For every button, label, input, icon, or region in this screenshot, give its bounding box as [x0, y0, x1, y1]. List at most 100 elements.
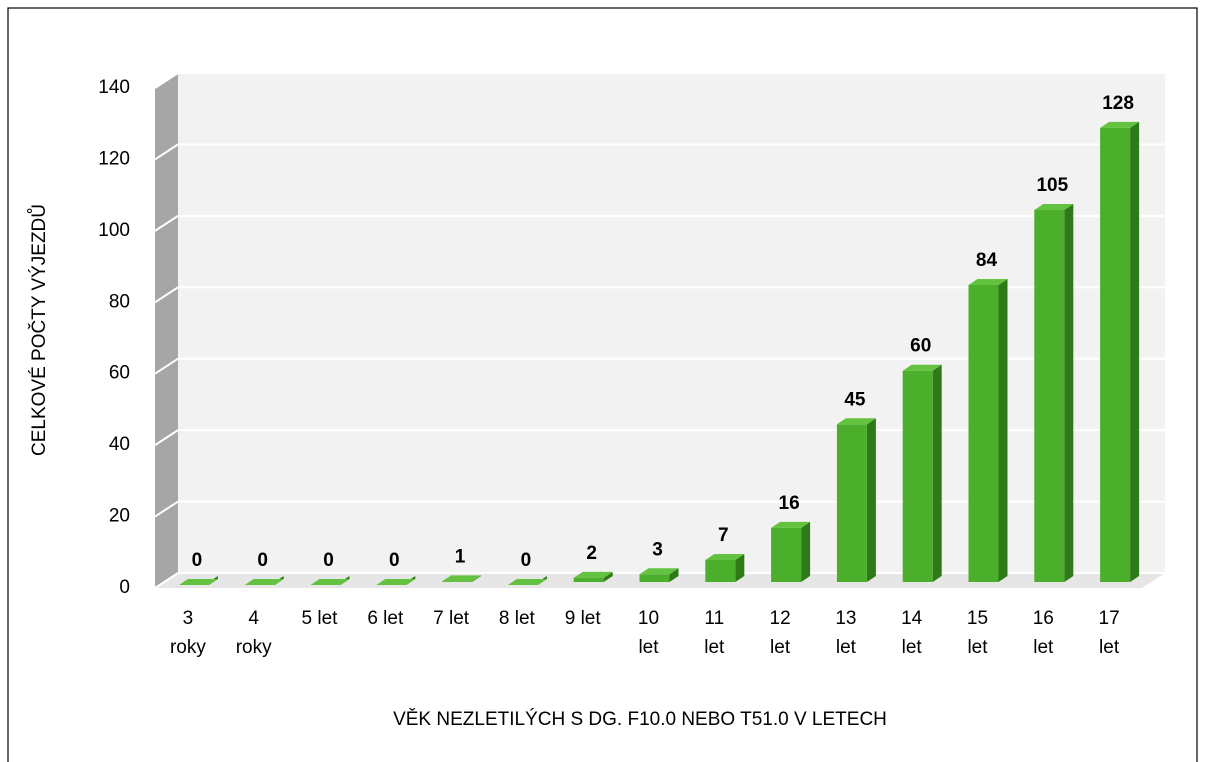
- bar-top: [1034, 204, 1074, 210]
- bar-side: [472, 575, 482, 582]
- value-label: 0: [323, 550, 334, 571]
- grid-line: [154, 357, 1165, 375]
- bar: [178, 576, 218, 585]
- bar-top: [639, 568, 679, 575]
- bar-top: [376, 579, 416, 585]
- y-tick-label: 0: [119, 577, 130, 598]
- value-label: 16: [779, 493, 800, 514]
- y-tick-label: 40: [109, 434, 130, 455]
- bar-side: [669, 568, 679, 582]
- y-tick-label: 100: [98, 220, 130, 241]
- bar-top: [968, 279, 1008, 285]
- back-wall: [178, 73, 1165, 573]
- y-tick-label: 80: [109, 291, 130, 312]
- bar-top: [836, 418, 876, 425]
- grid-line: [154, 572, 1165, 589]
- grid-line: [154, 286, 1165, 304]
- x-tick-label: 3 roky: [169, 608, 206, 658]
- value-label: 0: [192, 550, 203, 571]
- value-label: 7: [718, 525, 729, 546]
- grid-line: [154, 500, 1165, 518]
- grid-line: [154, 429, 1165, 446]
- x-tick-label: 15 let: [966, 608, 989, 658]
- x-tick-label: 6 let: [367, 608, 404, 629]
- bar-front: [771, 527, 802, 582]
- bar: [244, 576, 284, 585]
- bar-side: [998, 279, 1008, 582]
- bar: [639, 568, 679, 582]
- bar-top: [902, 364, 942, 371]
- bar-front: [705, 560, 736, 582]
- value-label: 84: [976, 250, 998, 271]
- x-tick-label: 12 let: [769, 608, 791, 658]
- grid-line: [154, 214, 1165, 232]
- bar-top: [178, 579, 218, 585]
- bar-side: [1130, 121, 1140, 582]
- grid-line: [154, 72, 1165, 89]
- bar-front: [836, 424, 867, 582]
- bar-front: [902, 370, 933, 582]
- bar-side: [735, 554, 745, 582]
- bar-front: [1100, 127, 1131, 582]
- bar: [1100, 121, 1140, 582]
- x-tick-label: 5 let: [301, 608, 338, 629]
- bar-side: [603, 571, 613, 582]
- bar-top: [705, 554, 745, 560]
- bar-side: [866, 418, 876, 582]
- value-label: 105: [1036, 175, 1068, 196]
- x-tick-label: 9 let: [564, 608, 601, 629]
- bar-front: [442, 581, 473, 582]
- x-tick-label: 13 let: [835, 608, 857, 658]
- bar: [705, 554, 745, 582]
- x-tick-label: 8 let: [498, 608, 535, 629]
- y-tick-label: 140: [98, 77, 130, 98]
- value-label: 0: [257, 550, 268, 571]
- value-label: 0: [389, 550, 400, 571]
- bar-side: [932, 364, 942, 582]
- bar-top: [310, 579, 350, 585]
- bar: [442, 575, 482, 582]
- x-tick-label: 14 let: [901, 608, 923, 658]
- bar: [902, 364, 942, 582]
- x-axis-title: VĚK NEZLETILÝCH S DG. F10.0 NEBO T51.0 V…: [393, 708, 887, 730]
- x-tick-label: 7 let: [433, 608, 470, 629]
- y-tick-label: 20: [109, 506, 130, 527]
- y-tick-label: 60: [109, 363, 130, 384]
- value-label: 0: [521, 550, 532, 571]
- bar: [507, 576, 547, 585]
- bar-top: [1100, 121, 1140, 128]
- bar-top: [244, 579, 284, 585]
- grid-line: [154, 143, 1165, 161]
- x-tick-label: 11 let: [704, 608, 725, 658]
- x-tick-label: 4 roky: [235, 608, 272, 658]
- bar-front: [573, 577, 604, 582]
- bar: [968, 279, 1008, 582]
- x-tick-label: 10 let: [637, 608, 660, 658]
- x-tick-label: 16 let: [1032, 608, 1054, 658]
- bar-front: [639, 574, 670, 582]
- value-label: 128: [1102, 93, 1134, 114]
- value-label: 45: [844, 389, 866, 410]
- y-axis-title: CELKOVÉ POČTY VÝJEZDŮ: [28, 204, 50, 456]
- bar-side: [801, 521, 811, 582]
- value-label: 3: [652, 539, 663, 560]
- y-tick-label: 120: [98, 148, 130, 169]
- bar: [573, 571, 613, 582]
- bar-top: [771, 521, 811, 528]
- bar: [376, 576, 416, 585]
- bar: [771, 521, 811, 582]
- value-label: 2: [586, 543, 597, 564]
- value-label: 1: [455, 546, 466, 567]
- chart-frame: [7, 7, 1198, 762]
- bar-side: [1064, 204, 1074, 582]
- x-tick-label: 17 let: [1098, 608, 1120, 658]
- bar-top: [507, 579, 547, 585]
- bar-front: [1034, 210, 1065, 582]
- bar-front: [968, 285, 999, 582]
- bar: [836, 418, 876, 582]
- bar: [310, 576, 350, 585]
- bar: [1034, 204, 1074, 582]
- bar-top: [573, 571, 613, 578]
